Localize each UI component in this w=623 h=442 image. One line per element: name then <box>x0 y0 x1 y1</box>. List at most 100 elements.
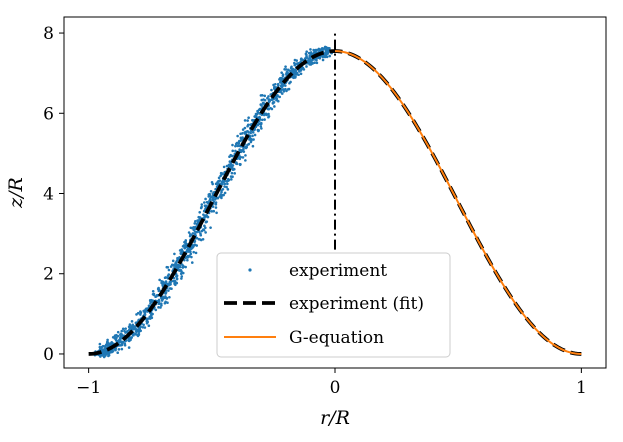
scatter-point <box>106 338 109 342</box>
scatter-point <box>173 280 176 284</box>
scatter-point <box>218 195 222 198</box>
scatter-point <box>222 165 226 169</box>
scatter-point <box>193 230 197 233</box>
scatter-point <box>274 96 277 100</box>
scatter-point <box>151 292 155 296</box>
scatter-point <box>111 349 114 352</box>
scatter-point <box>202 201 206 204</box>
scatter-point <box>239 149 242 152</box>
scatter-point <box>314 50 317 54</box>
scatter-point <box>272 83 275 87</box>
scatter-point <box>226 188 230 191</box>
scatter-point <box>263 94 267 98</box>
scatter-point <box>318 48 321 52</box>
scatter-point <box>256 109 259 113</box>
scatter-point <box>117 348 121 351</box>
scatter-point <box>199 233 203 237</box>
scatter-point <box>231 149 235 153</box>
scatter-point <box>241 128 245 131</box>
scatter-point <box>187 231 191 234</box>
scatter-point <box>175 275 178 278</box>
scatter-point <box>234 149 237 153</box>
scatter-point <box>209 226 212 229</box>
scatter-point <box>202 228 206 232</box>
scatter-point <box>240 138 243 142</box>
scatter-point <box>228 165 231 169</box>
scatter-point <box>225 164 229 168</box>
scatter-point <box>189 252 193 256</box>
scatter-point <box>297 73 300 77</box>
scatter-point <box>184 256 188 260</box>
scatter-point <box>324 53 327 57</box>
scatter-point <box>191 232 195 235</box>
scatter-point <box>219 174 222 178</box>
scatter-point <box>111 335 115 339</box>
scatter-point <box>161 281 165 285</box>
scatter-point <box>220 189 223 192</box>
scatter-point <box>324 45 328 49</box>
scatter-point <box>220 180 224 184</box>
scatter-point <box>142 323 145 327</box>
scatter-point <box>192 228 196 232</box>
scatter-point <box>309 62 313 66</box>
scatter-point <box>246 123 250 127</box>
scatter-point <box>148 299 152 302</box>
scatter-point <box>135 313 138 316</box>
scatter-point <box>247 116 250 120</box>
scatter-point <box>244 159 247 162</box>
scatter-point <box>155 293 159 297</box>
scatter-point <box>199 238 203 242</box>
scatter-point <box>151 289 155 293</box>
scatter-point <box>180 275 184 278</box>
scatter-point <box>246 119 249 122</box>
scatter-point <box>219 171 223 175</box>
scatter-point <box>278 95 281 99</box>
scatter-point <box>198 210 202 214</box>
scatter-point <box>247 142 251 146</box>
scatter-point <box>184 245 188 248</box>
scatter-point <box>263 98 267 102</box>
scatter-point <box>204 231 207 234</box>
scatter-point <box>113 348 117 351</box>
scatter-point <box>273 105 276 108</box>
scatter-point <box>178 256 181 259</box>
y-axis-label: z/R <box>5 177 27 209</box>
scatter-point <box>235 161 238 164</box>
scatter-point <box>167 289 170 292</box>
scatter-point <box>217 176 221 180</box>
scatter-point <box>243 119 247 122</box>
scatter-point <box>204 220 208 224</box>
scatter-point <box>175 260 178 263</box>
scatter-point <box>194 219 197 223</box>
scatter-point <box>260 127 263 130</box>
scatter-point <box>165 282 169 286</box>
scatter-point <box>206 215 210 219</box>
scatter-point <box>149 302 152 305</box>
scatter-point <box>315 61 319 65</box>
scatter-point <box>106 340 109 344</box>
legend: experiment experiment (fit) G-equation <box>216 252 451 358</box>
scatter-point <box>241 136 244 139</box>
scatter-point <box>164 291 168 294</box>
scatter-point <box>217 179 220 183</box>
scatter-point <box>123 343 127 347</box>
scatter-point <box>204 226 207 230</box>
scatter-point <box>296 62 299 65</box>
scatter-point <box>100 349 104 352</box>
scatter-point <box>251 134 254 138</box>
x-tick-label: −1 <box>76 378 101 398</box>
scatter-point <box>223 191 227 195</box>
scatter-point <box>288 69 292 73</box>
scatter-point <box>215 211 218 215</box>
scatter-point <box>236 134 239 138</box>
scatter-point <box>182 264 185 268</box>
scatter-point <box>164 276 168 279</box>
scatter-point <box>230 171 234 175</box>
scatter-point <box>179 272 183 275</box>
scatter-point <box>202 209 206 213</box>
scatter-point <box>190 246 194 249</box>
scatter-point <box>263 118 266 121</box>
scatter-point <box>154 308 158 312</box>
scatter-point <box>305 53 308 57</box>
scatter-point <box>237 140 241 144</box>
